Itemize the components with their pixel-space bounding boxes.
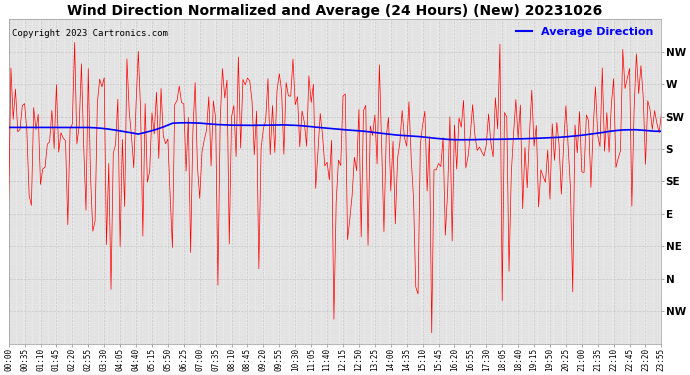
Title: Wind Direction Normalized and Average (24 Hours) (New) 20231026: Wind Direction Normalized and Average (2… [68, 4, 602, 18]
Legend: Average Direction: Average Direction [513, 25, 656, 39]
Text: Copyright 2023 Cartronics.com: Copyright 2023 Cartronics.com [12, 29, 168, 38]
